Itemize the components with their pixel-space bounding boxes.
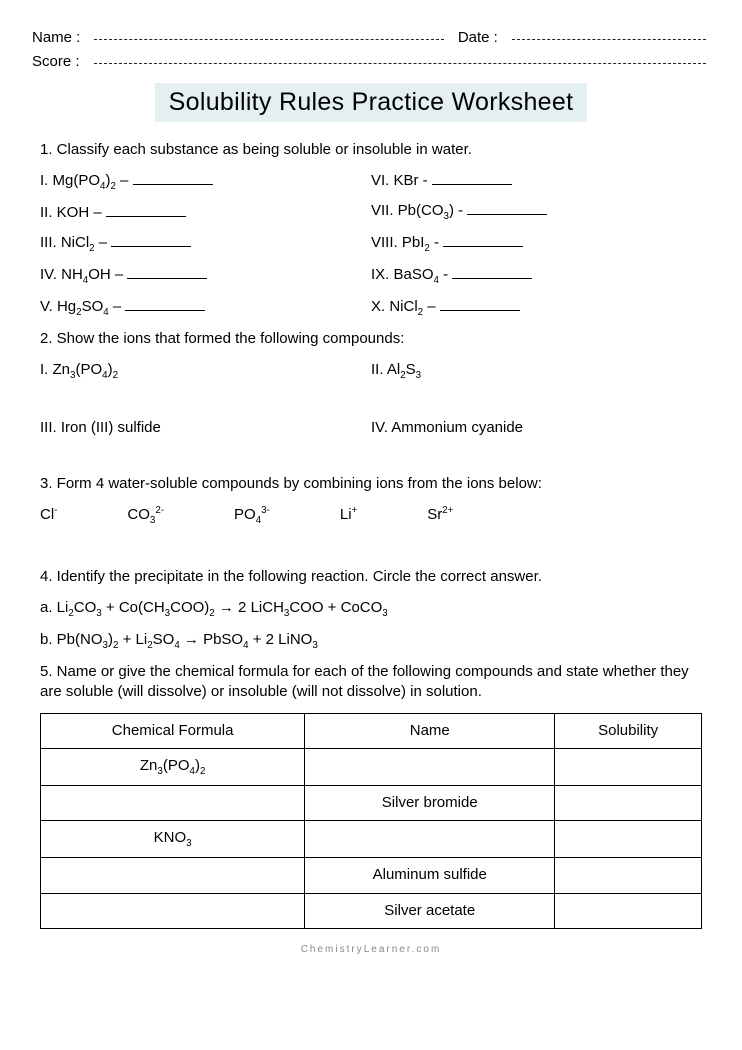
- q1-prompt: 1. Classify each substance as being solu…: [40, 140, 702, 160]
- table-row: KNO3: [41, 821, 702, 858]
- q1-l4: IV. NH4OH –: [40, 265, 371, 287]
- q1-r5: X. NiCl2 –: [371, 297, 702, 319]
- q1-l1: I. Mg(PO4)2 –: [40, 171, 371, 193]
- blank[interactable]: [432, 171, 512, 185]
- blank[interactable]: [111, 233, 191, 247]
- q4-b: b. Pb(NO3)2 + Li2SO4 → PbSO4 + 2 LiNO3: [40, 630, 702, 652]
- blank[interactable]: [452, 265, 532, 279]
- table-row: Aluminum sulfide: [41, 858, 702, 893]
- q2-iv: IV. Ammonium cyanide: [371, 418, 702, 438]
- table-row: Silver bromide: [41, 785, 702, 820]
- q1-r3: VIII. PbI2 -: [371, 233, 702, 255]
- col-h1: Chemical Formula: [41, 713, 305, 748]
- q1-l5: V. Hg2SO4 –: [40, 297, 371, 319]
- q2-i: I. Zn3(PO4)2: [40, 360, 371, 382]
- score-blank[interactable]: [94, 52, 706, 64]
- date-blank[interactable]: [512, 28, 706, 40]
- table-row: Zn3(PO4)2: [41, 748, 702, 785]
- q4-a: a. Li2CO3 + Co(CH3COO)2 → 2 LiCH3COO + C…: [40, 598, 702, 620]
- q2-iii: III. Iron (III) sulfide: [40, 418, 371, 438]
- ion-1: Cl-: [40, 504, 57, 527]
- score-label: Score :: [32, 52, 80, 72]
- q4-prompt: 4. Identify the precipitate in the follo…: [40, 567, 702, 587]
- q1-l3: III. NiCl2 –: [40, 233, 371, 255]
- col-h2: Name: [305, 713, 555, 748]
- ion-3: PO43-: [234, 504, 270, 527]
- date-label: Date :: [458, 28, 498, 48]
- blank[interactable]: [133, 171, 213, 185]
- q1-l2: II. KOH –: [40, 203, 371, 223]
- blank[interactable]: [106, 203, 186, 217]
- q1-r4: IX. BaSO4 -: [371, 265, 702, 287]
- blank[interactable]: [125, 297, 205, 311]
- q1-r2: VII. Pb(CO3) -: [371, 201, 702, 223]
- name-blank[interactable]: [94, 28, 443, 40]
- blank[interactable]: [127, 265, 207, 279]
- ion-4: Li+: [340, 504, 357, 527]
- col-h3: Solubility: [555, 713, 702, 748]
- blank[interactable]: [440, 297, 520, 311]
- blank[interactable]: [443, 233, 523, 247]
- name-label: Name :: [32, 28, 80, 48]
- page-title: Solubility Rules Practice Worksheet: [155, 83, 588, 123]
- table-row: Silver acetate: [41, 893, 702, 928]
- q3-prompt: 3. Form 4 water-soluble compounds by com…: [40, 474, 702, 494]
- blank[interactable]: [467, 201, 547, 215]
- ion-2: CO32-: [127, 504, 164, 527]
- q1-r1: VI. KBr -: [371, 171, 702, 191]
- footer-credit: ChemistryLearner.com: [32, 943, 710, 957]
- q2-ii: II. Al2S3: [371, 360, 702, 382]
- q5-prompt: 5. Name or give the chemical formula for…: [40, 662, 702, 703]
- ion-5: Sr2+: [427, 504, 453, 527]
- q2-prompt: 2. Show the ions that formed the followi…: [40, 329, 702, 349]
- solubility-table: Chemical Formula Name Solubility Zn3(PO4…: [40, 713, 702, 929]
